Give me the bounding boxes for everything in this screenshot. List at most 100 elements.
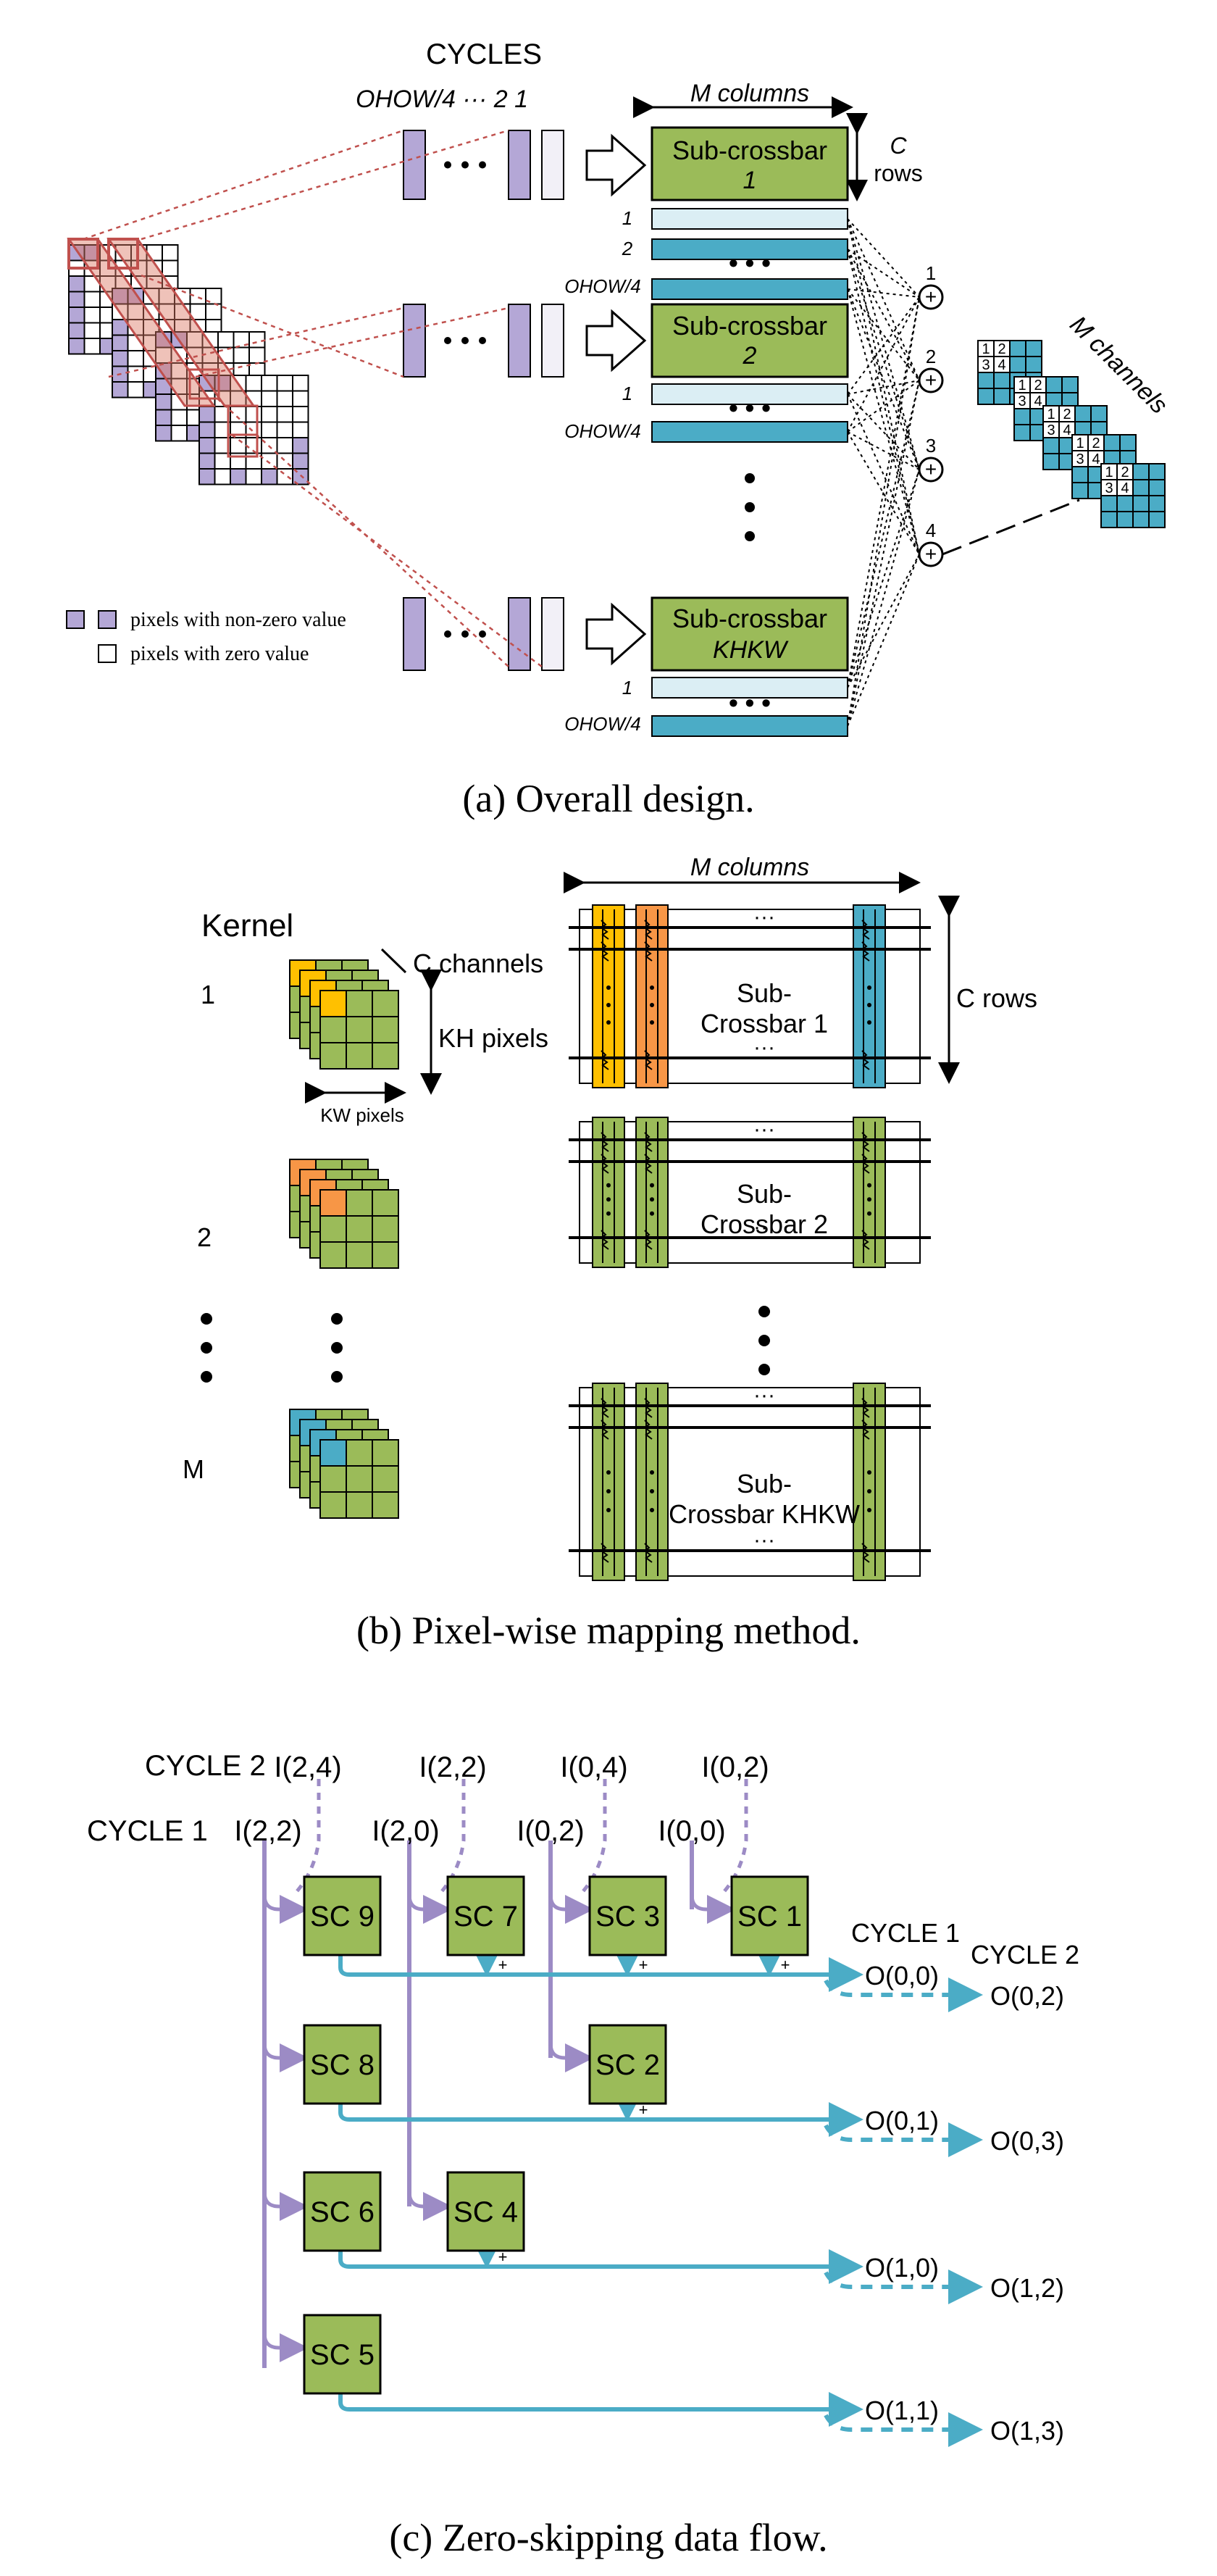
pixel-index: 3 <box>1076 451 1084 467</box>
input-cycle-1-4: I(0,0) <box>658 1815 725 1847</box>
input-branch <box>262 2191 309 2221</box>
column-dot <box>867 985 871 990</box>
resistor <box>643 941 653 962</box>
pixel-cell <box>162 244 179 262</box>
pixel-index: 1 <box>1105 464 1113 480</box>
m-columns-label: M columns <box>690 80 809 107</box>
sc2-box <box>588 2024 667 2105</box>
output-row-2 <box>651 238 848 260</box>
kernel-pixel <box>372 1042 399 1070</box>
kernel-pixel <box>319 990 347 1017</box>
pixel-cell <box>261 406 278 423</box>
crossbar-column <box>592 904 625 1088</box>
pixel-cell <box>68 338 85 355</box>
mapping-line <box>195 307 509 378</box>
sc1-box <box>730 1875 809 1956</box>
input-cycle-2-4: I(0,2) <box>701 1751 769 1783</box>
kh-pixels-label: KH pixels <box>438 1023 548 1053</box>
vertical-dot <box>745 473 755 483</box>
column-dot <box>606 1508 611 1512</box>
output-row-1 <box>651 677 848 699</box>
resistor <box>861 1420 870 1440</box>
sub-crossbar-2 <box>651 303 849 378</box>
output-cycle-2-3: O(1,2) <box>990 2273 1064 2303</box>
pixel-cell <box>83 338 101 355</box>
sc7-box <box>446 1875 525 1956</box>
panel-c: CYCLE 2 CYCLE 1 + + +++ SC 9 SC 7 SC 3 SC 1SC… <box>87 1750 1079 2559</box>
kernel-pixel <box>346 1042 373 1070</box>
sc6-label: SC 6 <box>310 2196 375 2228</box>
kernel-heading: Kernel <box>201 908 293 943</box>
cycles-label: CYCLES <box>426 38 542 70</box>
kw-pixels-label: KW pixels <box>320 1104 404 1126</box>
kernel-pixel <box>346 1215 373 1243</box>
pixel-cell <box>245 406 262 423</box>
pixel-index: 2 <box>1063 407 1071 422</box>
sum-input-line <box>847 288 920 381</box>
pixel-cell <box>261 390 278 407</box>
kernel-pixel <box>319 1215 347 1243</box>
output-pixel <box>1132 511 1150 528</box>
kernel-pixel <box>319 1189 347 1217</box>
vertical-dot <box>331 1342 343 1354</box>
vertical-dot <box>331 1313 343 1325</box>
resistor <box>600 920 609 940</box>
input-branch <box>407 1894 452 1924</box>
sum-input-line <box>847 393 920 470</box>
dots: ··· <box>753 1383 775 1407</box>
c-channels-arrow <box>380 948 407 974</box>
ellipsis-dot <box>479 161 486 169</box>
window-corner <box>107 238 139 270</box>
resistor <box>643 1420 653 1440</box>
c-rows-label: rows <box>874 160 923 186</box>
resistor <box>600 1420 609 1440</box>
resistor <box>600 941 609 962</box>
pixel-cell <box>205 303 222 320</box>
cycle-2-output-dashed <box>824 2269 983 2304</box>
output-bus-1 <box>338 1955 863 1992</box>
resistor <box>643 1230 653 1250</box>
window-box <box>227 433 259 458</box>
pixel-index: 2 <box>1092 435 1100 451</box>
pixel-cell <box>170 425 188 442</box>
column-dot <box>650 1489 654 1493</box>
pixel-cell <box>230 437 247 454</box>
sc4-label: SC 4 <box>453 2196 518 2228</box>
crossbar-column <box>853 1117 886 1268</box>
plus-sign: + <box>498 2248 508 2266</box>
crossbar-column <box>853 1383 886 1581</box>
output-pixel <box>1013 408 1031 425</box>
pixel-cell <box>292 406 309 423</box>
kernel-pixel <box>372 1016 399 1043</box>
pixel-cell <box>261 468 278 485</box>
sc8-box <box>303 2024 382 2105</box>
column-dot <box>606 1183 611 1188</box>
pixel-cell <box>292 421 309 438</box>
column-dot <box>867 1183 871 1188</box>
kernel-index-2: 2 <box>197 1222 212 1252</box>
column-dot <box>650 985 654 990</box>
sub-crossbar-1-label: Sub-crossbar <box>672 136 827 165</box>
pixel-index: 3 <box>1105 480 1113 496</box>
output-pixel <box>1148 511 1166 528</box>
sub-crossbar-1-index: 1 <box>743 167 757 194</box>
input-cycle-2-1: I(2,4) <box>274 1751 341 1783</box>
kernel-pixel <box>346 1189 373 1217</box>
column-dot <box>867 1211 871 1216</box>
crossbar-column <box>592 1117 625 1268</box>
sub-crossbar-1 <box>651 126 849 201</box>
labelled-pixel <box>1116 479 1134 496</box>
pixel-cell <box>261 375 278 392</box>
kernel-pixel <box>372 1215 399 1243</box>
cycle-2-input-dashed <box>723 1779 748 1893</box>
pixel-cell <box>112 334 129 351</box>
sum-input-line <box>847 554 920 688</box>
column-dot <box>650 1020 654 1025</box>
crossbar-column <box>635 1117 669 1268</box>
sub-crossbar-khkw-label: Sub-crossbar <box>672 604 827 633</box>
resistor <box>643 1050 653 1070</box>
kernel-pixel <box>346 1439 373 1467</box>
output-pixel <box>1116 511 1134 528</box>
output-cycle-1-2: O(0,1) <box>865 2106 939 2135</box>
mapping-line <box>141 129 509 241</box>
